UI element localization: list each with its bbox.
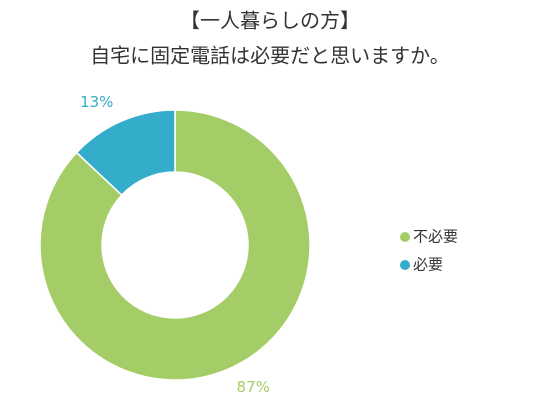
- value-label: 87%: [237, 378, 270, 396]
- legend-label: 必要: [413, 256, 443, 274]
- legend-marker: [400, 260, 410, 270]
- chart-subtitle: 自宅に固定電話は必要だと思いますか。: [90, 44, 450, 68]
- donut-slice: [75, 109, 176, 197]
- legend-label: 不必要: [413, 228, 458, 246]
- chart-title: 【一人暮らしの方】: [180, 9, 360, 33]
- donut-slice: [39, 109, 311, 381]
- legend-marker: [400, 232, 410, 242]
- value-label: 13%: [80, 93, 113, 111]
